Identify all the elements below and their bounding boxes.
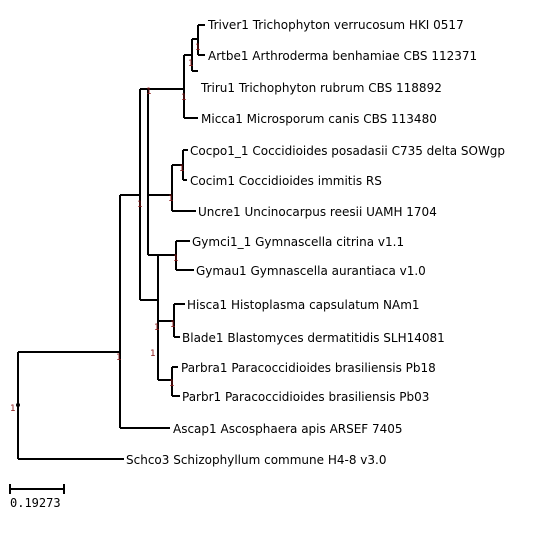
tree-branches: [17, 24, 205, 460]
scale-bar: 0.19273: [9, 484, 65, 510]
leaf-label: Cocpo1_1 Coccidioides posadasii C735 del…: [190, 144, 505, 158]
leaf-label: Artbe1 Arthroderma benhamiae CBS 112371: [208, 49, 477, 63]
support-label: 1: [146, 87, 152, 97]
support-label: 1: [116, 353, 122, 363]
leaf-label: Ascap1 Ascosphaera apis ARSEF 7405: [173, 422, 403, 436]
support-label: 1: [168, 194, 174, 204]
leaf-label: Uncre1 Uncinocarpus reesii UAMH 1704: [198, 205, 437, 219]
leaf-label: Gymau1 Gymnascella aurantiaca v1.0: [196, 264, 426, 278]
root-marker: [16, 403, 20, 407]
support-label: 1: [181, 93, 187, 103]
support-label: 1: [169, 379, 175, 389]
support-label: 1: [150, 349, 156, 359]
scale-bar-label: 0.19273: [10, 496, 61, 510]
leaf-label: Schco3 Schizophyllum commune H4-8 v3.0: [126, 453, 386, 467]
leaf-label: Blade1 Blastomyces dermatitidis SLH14081: [182, 331, 445, 345]
support-label: 1: [10, 404, 16, 414]
leaf-label: Parbra1 Paracoccidioides brasiliensis Pb…: [181, 361, 436, 375]
leaf-label: Triru1 Trichophyton rubrum CBS 118892: [200, 81, 442, 95]
support-label: 1: [179, 164, 185, 174]
leaf-label: Triver1 Trichophyton verrucosum HKI 0517: [207, 18, 464, 32]
support-label: 1: [195, 43, 201, 53]
leaf-label: Micca1 Microsporum canis CBS 113480: [201, 112, 437, 126]
support-label: 1: [170, 320, 176, 330]
leaf-label: Hisca1 Histoplasma capsulatum NAm1: [187, 298, 420, 312]
support-values: 1 1 1 1 1 1 1 1 1 1 1 1 1 1: [10, 43, 201, 414]
leaf-label: Parbr1 Paracoccidioides brasiliensis Pb0…: [182, 390, 429, 404]
support-label: 1: [173, 254, 179, 264]
support-label: 1: [154, 323, 160, 333]
support-label: 1: [137, 200, 143, 210]
leaf-label: Cocim1 Coccidioides immitis RS: [190, 174, 382, 188]
leaf-labels: Triver1 Trichophyton verrucosum HKI 0517…: [126, 18, 505, 467]
support-label: 1: [188, 59, 194, 69]
leaf-label: Gymci1_1 Gymnascella citrina v1.1: [192, 235, 404, 249]
